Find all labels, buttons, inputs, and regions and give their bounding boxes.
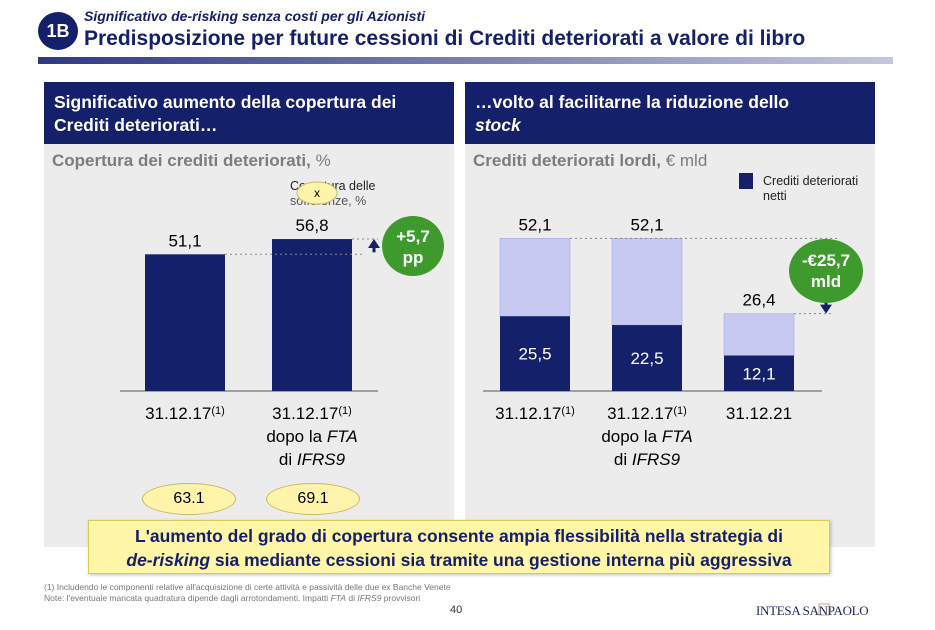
- left-delta-line2: pp: [403, 248, 424, 267]
- right-delta-circle: [789, 239, 863, 303]
- left-heading-line1: Significativo aumento della copertura de…: [54, 92, 397, 112]
- category-label: 31.12.21: [726, 404, 792, 423]
- footnote-2-post: provvisori: [381, 593, 421, 603]
- category-label: 31.12.17(1): [607, 404, 687, 423]
- left-caption-unit: %: [310, 151, 331, 170]
- left-bar-value-2: 56,8: [295, 216, 328, 235]
- right-legend: Crediti deteriorati netti: [763, 174, 858, 204]
- right-caption-unit: € mld: [660, 151, 708, 170]
- left-delta-circle: [382, 216, 444, 276]
- left-bar-1: [145, 254, 225, 391]
- category-label: 31.12.17(1): [495, 404, 575, 423]
- right-bar-gross-1: [499, 238, 571, 317]
- left-legend-marker: [296, 181, 338, 205]
- left-panel-heading: Significativo aumento della copertura de…: [44, 82, 454, 144]
- right-caption-text: Crediti deteriorati lordi,: [473, 151, 661, 170]
- right-bar-net-value-1: 25,5: [518, 345, 551, 364]
- left-bar-2: [272, 239, 352, 391]
- right-bar-total-3: 26,4: [742, 291, 775, 310]
- key-message-derisking: de-risking: [126, 550, 211, 570]
- sofferenze-pill-2: 69.1: [266, 483, 360, 515]
- left-arrow-head-icon: [368, 239, 380, 249]
- right-bar-total-2: 52,1: [630, 215, 663, 234]
- left-caption-text: Copertura dei crediti deteriorati,: [52, 151, 311, 170]
- right-legend-swatch: [739, 173, 753, 189]
- footnote-1: (1) Includendo le componenti relative al…: [44, 582, 451, 592]
- right-legend-line2: netti: [763, 189, 787, 203]
- key-message-line2: de-risking sia mediante cessioni sia tra…: [89, 548, 829, 572]
- page-number: 40: [450, 604, 463, 616]
- left-bar-value-1: 51,1: [168, 231, 201, 250]
- right-delta-line2: mld: [811, 272, 841, 291]
- key-message-rest: sia mediante cessioni sia tramite una ge…: [210, 550, 792, 570]
- sofferenze-pill-1: 63.1: [142, 483, 236, 515]
- footnote-2-mid: di: [346, 593, 358, 603]
- left-heading-line2: Crediti deteriorati…: [54, 115, 218, 135]
- right-heading-line1: …volto al facilitarne la riduzione dello: [475, 92, 790, 112]
- right-legend-line1: Crediti deteriorati: [763, 174, 859, 188]
- right-bar-net-3: [724, 355, 794, 391]
- page-subtitle: Significativo de-risking senza costi per…: [84, 8, 425, 24]
- right-bar-net-1: [500, 316, 570, 391]
- right-delta-line1: -€25,7: [802, 251, 850, 270]
- logo-mark-icon: [818, 603, 830, 616]
- right-heading-line2: stock: [475, 115, 521, 135]
- right-panel-heading: …volto al facilitarne la riduzione dello…: [465, 82, 875, 144]
- footnote-2-ifrs9: IFRS9: [357, 593, 382, 603]
- right-bar-gross-2: [611, 238, 683, 326]
- page-title: Predisposizione per future cessioni di C…: [84, 27, 806, 50]
- category-label-line3: di IFRS9: [614, 450, 681, 469]
- footnote-2-fta: FTA: [330, 593, 346, 603]
- intesa-sanpaolo-logo: INTESA SANPAOLO: [756, 603, 869, 618]
- category-label-line3: di IFRS9: [279, 450, 346, 469]
- key-message-box: L'aumento del grado di copertura consent…: [88, 520, 830, 574]
- left-chart-caption: Copertura dei crediti deteriorati, %: [52, 151, 331, 171]
- left-delta-line1: +5,7: [396, 227, 430, 246]
- footnote-2: Note: l'eventuale mancata quadratura dip…: [44, 593, 420, 603]
- category-label-line2: dopo la FTA: [266, 427, 357, 446]
- right-bar-gross-3: [723, 313, 795, 356]
- category-label-line2: dopo la FTA: [601, 427, 692, 446]
- left-legend-marker-text: x: [314, 186, 320, 200]
- right-bar-total-1: 52,1: [518, 215, 551, 234]
- right-bar-net-2: [612, 325, 682, 391]
- footnote-2-pre: Note: l'eventuale mancata quadratura dip…: [44, 593, 331, 603]
- section-badge: 1B: [38, 12, 78, 50]
- right-arrow-head-icon: [820, 304, 832, 314]
- right-bar-net-value-2: 22,5: [630, 349, 663, 368]
- header-rule: [38, 57, 893, 64]
- right-chart-caption: Crediti deteriorati lordi, € mld: [473, 151, 707, 171]
- right-bar-net-value-3: 12,1: [742, 364, 775, 383]
- category-label: 31.12.17(1): [145, 404, 225, 423]
- category-label: 31.12.17(1): [272, 404, 352, 423]
- key-message-line1: L'aumento del grado di copertura consent…: [135, 526, 783, 546]
